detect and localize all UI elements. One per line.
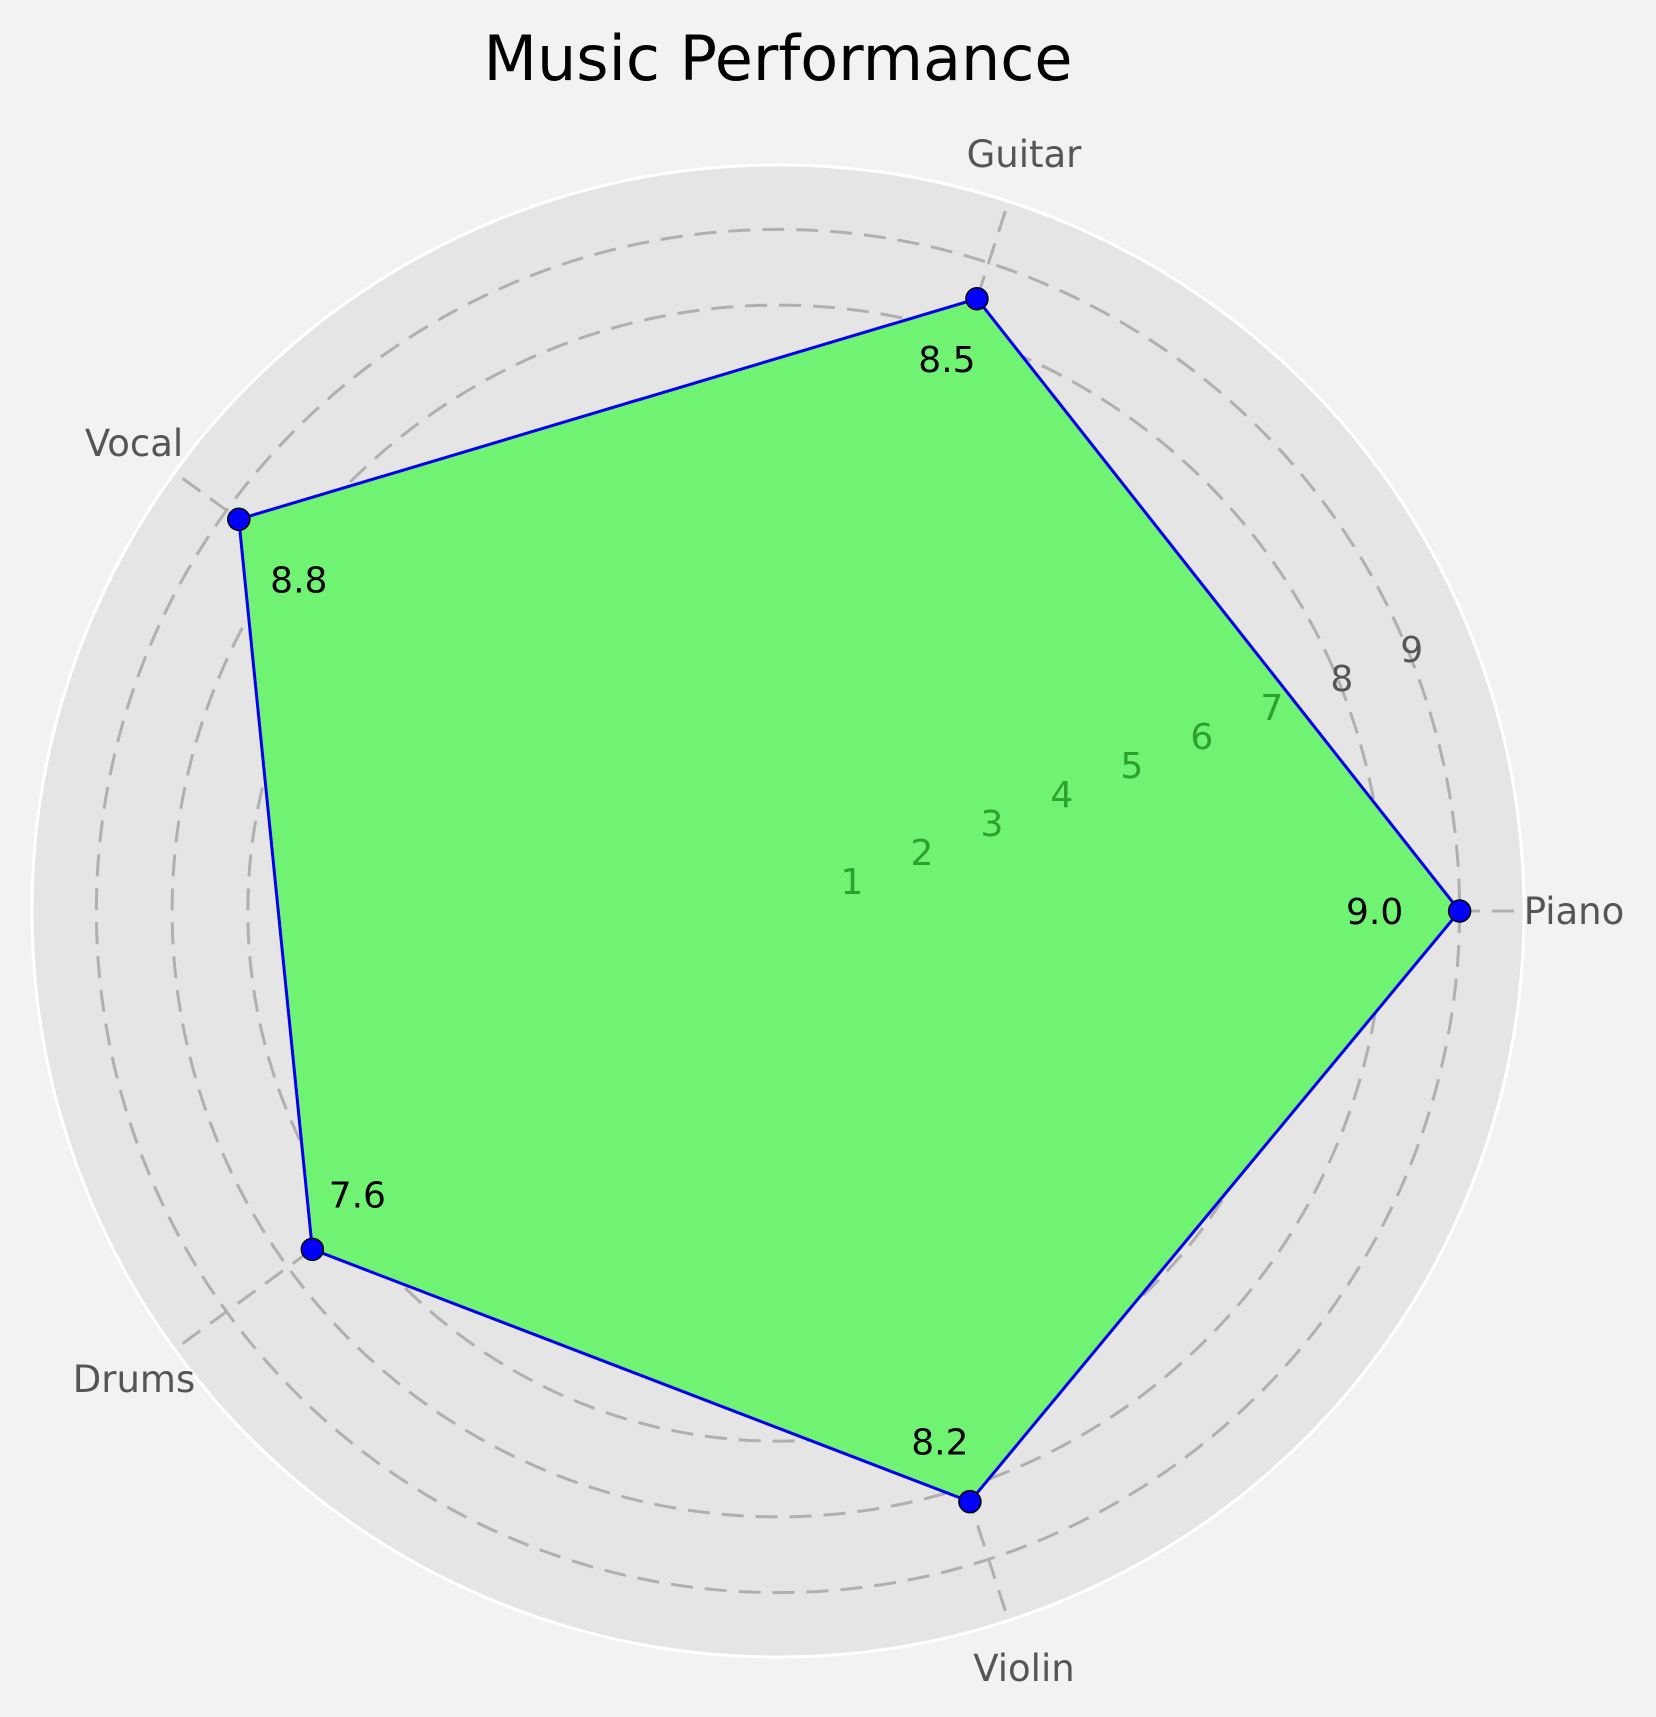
value-label-piano: 9.0 (1346, 892, 1403, 933)
data-point-piano (1447, 899, 1472, 923)
category-label-guitar: Guitar (967, 133, 1083, 176)
radial-tick-label: 5 (1120, 746, 1143, 787)
category-label-drums: Drums (73, 1358, 195, 1401)
data-point-guitar (965, 287, 989, 311)
chart-title: Music Performance (484, 22, 1073, 95)
spoke-gridline (173, 909, 779, 1351)
category-label-violin: Violin (973, 1647, 1074, 1690)
value-label-drums: 7.6 (329, 1175, 386, 1216)
radial-tick-label: 1 (841, 862, 864, 903)
radial-tick-label: 8 (1330, 659, 1353, 700)
radial-tick-label: 4 (1050, 775, 1073, 816)
data-point-drums (300, 1237, 325, 1262)
series-area (237, 297, 1462, 1504)
category-label-vocal: Vocal (85, 422, 183, 465)
data-point-vocal (227, 507, 251, 532)
radial-tick-label: 9 (1400, 630, 1423, 671)
data-point-violin (958, 1489, 982, 1514)
value-label-guitar: 8.5 (918, 340, 975, 381)
value-label-vocal: 8.8 (270, 560, 327, 601)
radial-tick-label: 3 (980, 804, 1003, 845)
radial-tick-label: 2 (910, 833, 933, 874)
radial-tick-label: 6 (1190, 717, 1213, 758)
value-label-violin: 8.2 (911, 1423, 968, 1464)
category-label-piano: Piano (1524, 890, 1625, 933)
radial-tick-label: 7 (1260, 688, 1283, 729)
